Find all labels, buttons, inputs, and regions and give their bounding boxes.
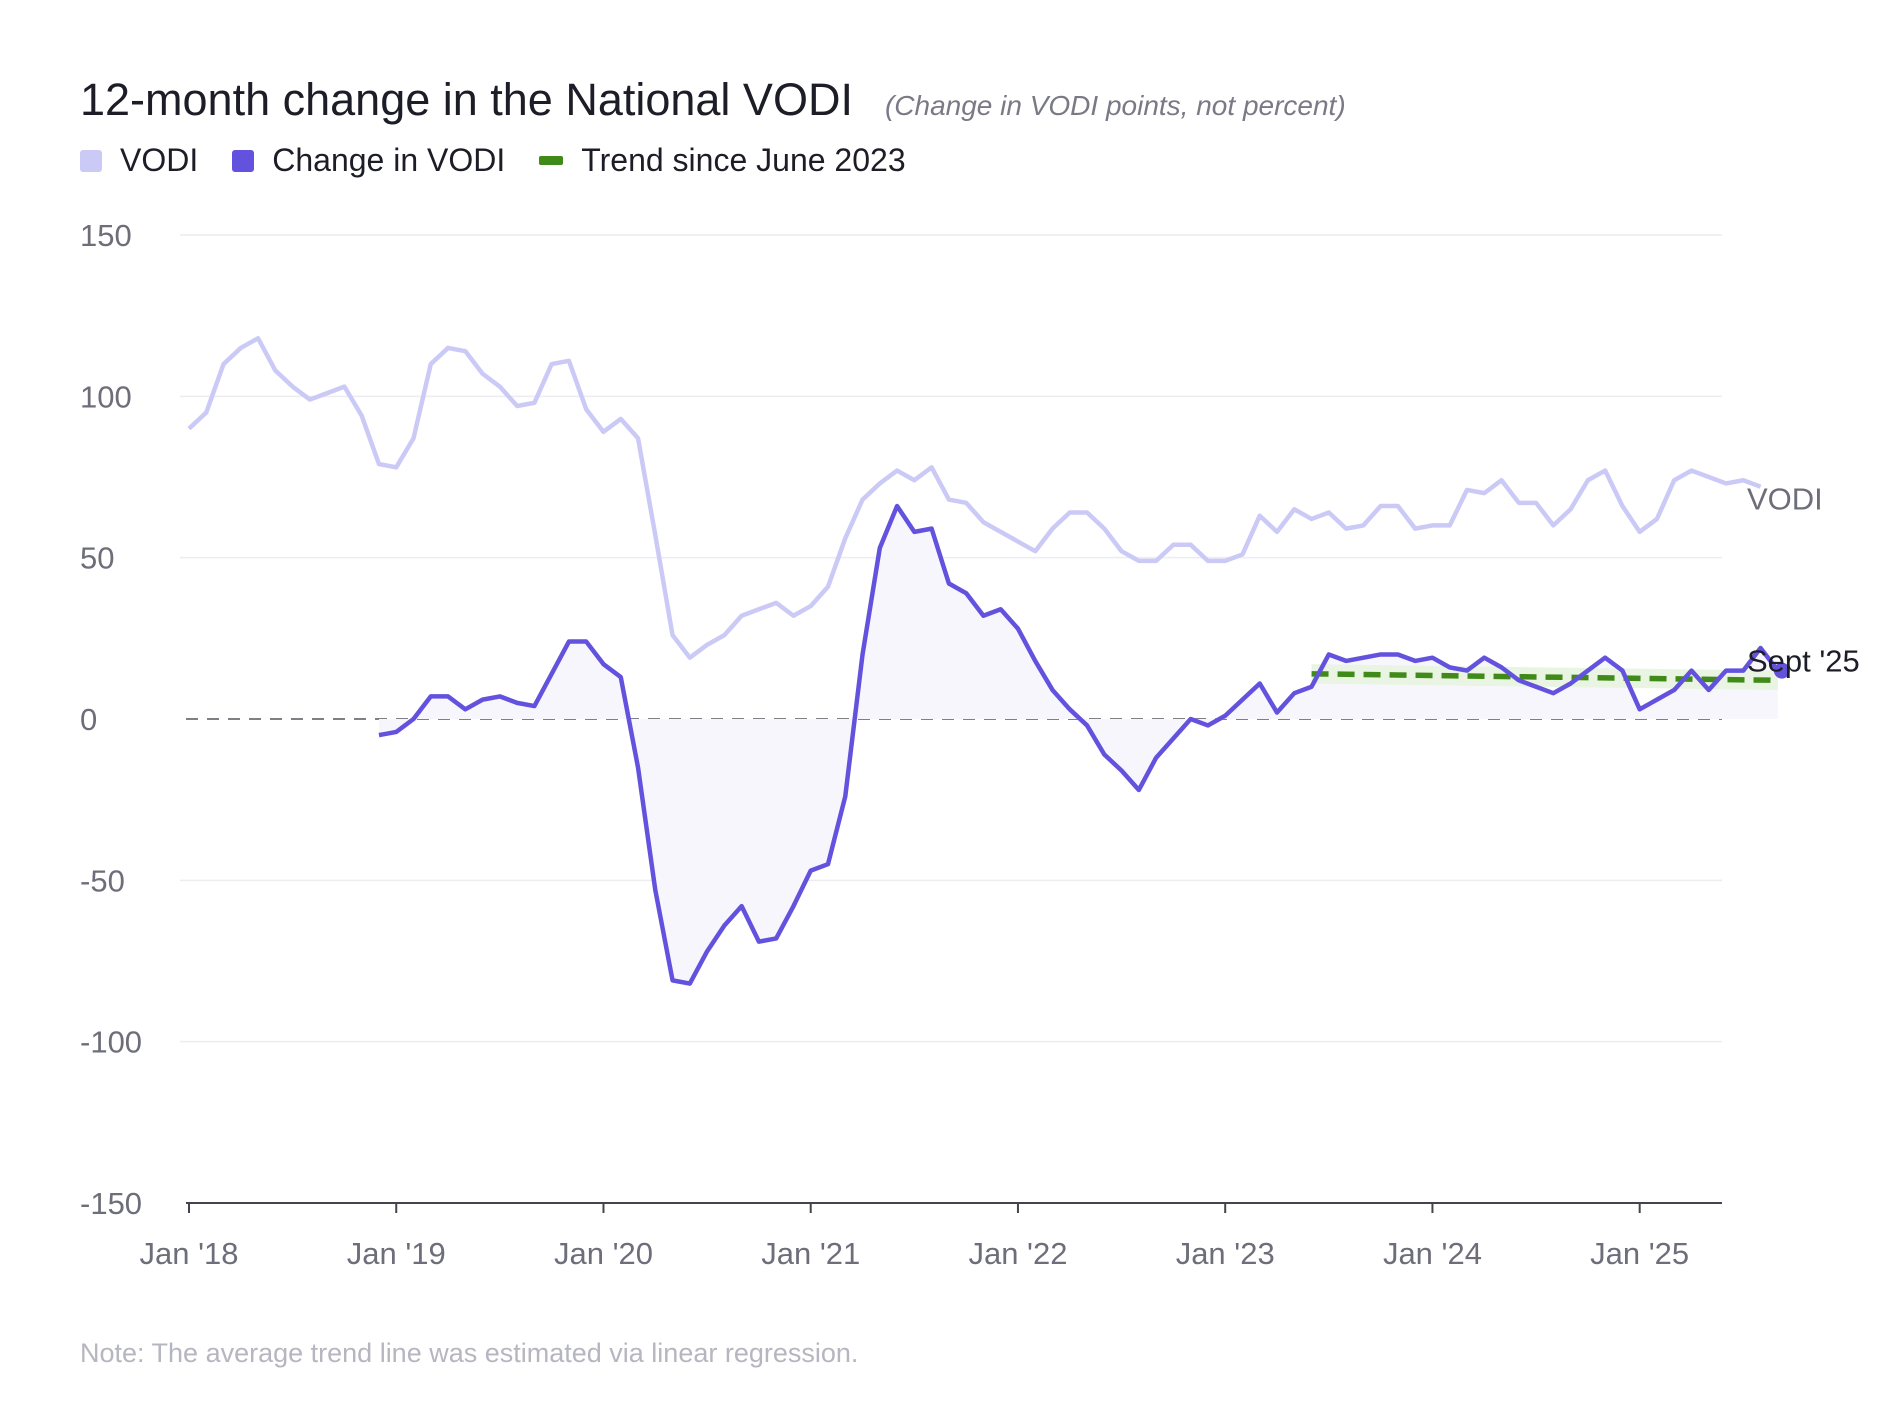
x-tick-label: Jan '22 [968,1236,1067,1271]
legend-item-vodi[interactable]: VODI [80,142,198,179]
legend-label-change: Change in VODI [272,142,506,178]
change-end-label: Sept '25 [1747,644,1860,679]
change-series-line [378,503,1780,986]
x-tick-label: Jan '18 [140,1236,239,1271]
y-tick-label: 100 [80,379,132,414]
legend-item-trend[interactable]: Trend since June 2023 [539,142,906,179]
x-tick-label: Jan '20 [554,1236,653,1271]
legend-label-vodi: VODI [120,142,199,178]
x-tick-label: Jan '23 [1176,1236,1275,1271]
change-endpoint-marker [1773,662,1790,679]
chart-subtitle: (Change in VODI points, not percent) [884,90,1346,121]
legend-swatch-change [232,149,255,172]
footnote: Note: The average trend line was estimat… [80,1338,859,1368]
x-tick-label: Jan '24 [1383,1236,1482,1271]
legend-label-trend: Trend since June 2023 [581,142,906,178]
x-tick-label: Jan '25 [1590,1236,1689,1271]
legend-swatch-trend [539,156,564,165]
vodi-end-label: VODI [1747,482,1823,517]
trend-confidence-band [1311,664,1778,690]
vodi-series-line [187,336,1762,660]
legend-item-change[interactable]: Change in VODI [232,142,505,179]
y-tick-label: -100 [80,1025,142,1060]
y-tick-label: 150 [80,218,132,253]
y-tick-label: -50 [80,863,125,898]
chart-header: 12-month change in the National VODI (Ch… [80,74,1346,126]
y-tick-label: 0 [80,702,97,737]
y-tick-label: -150 [80,1186,142,1221]
y-tick-label: 50 [80,541,114,576]
legend: VODI Change in VODI Trend since June 202… [80,142,940,179]
x-tick-label: Jan '21 [761,1236,860,1271]
legend-swatch-vodi [80,149,102,172]
chart-title: 12-month change in the National VODI [80,74,853,125]
x-tick-label: Jan '19 [347,1236,446,1271]
change-area-fill [378,506,1778,984]
